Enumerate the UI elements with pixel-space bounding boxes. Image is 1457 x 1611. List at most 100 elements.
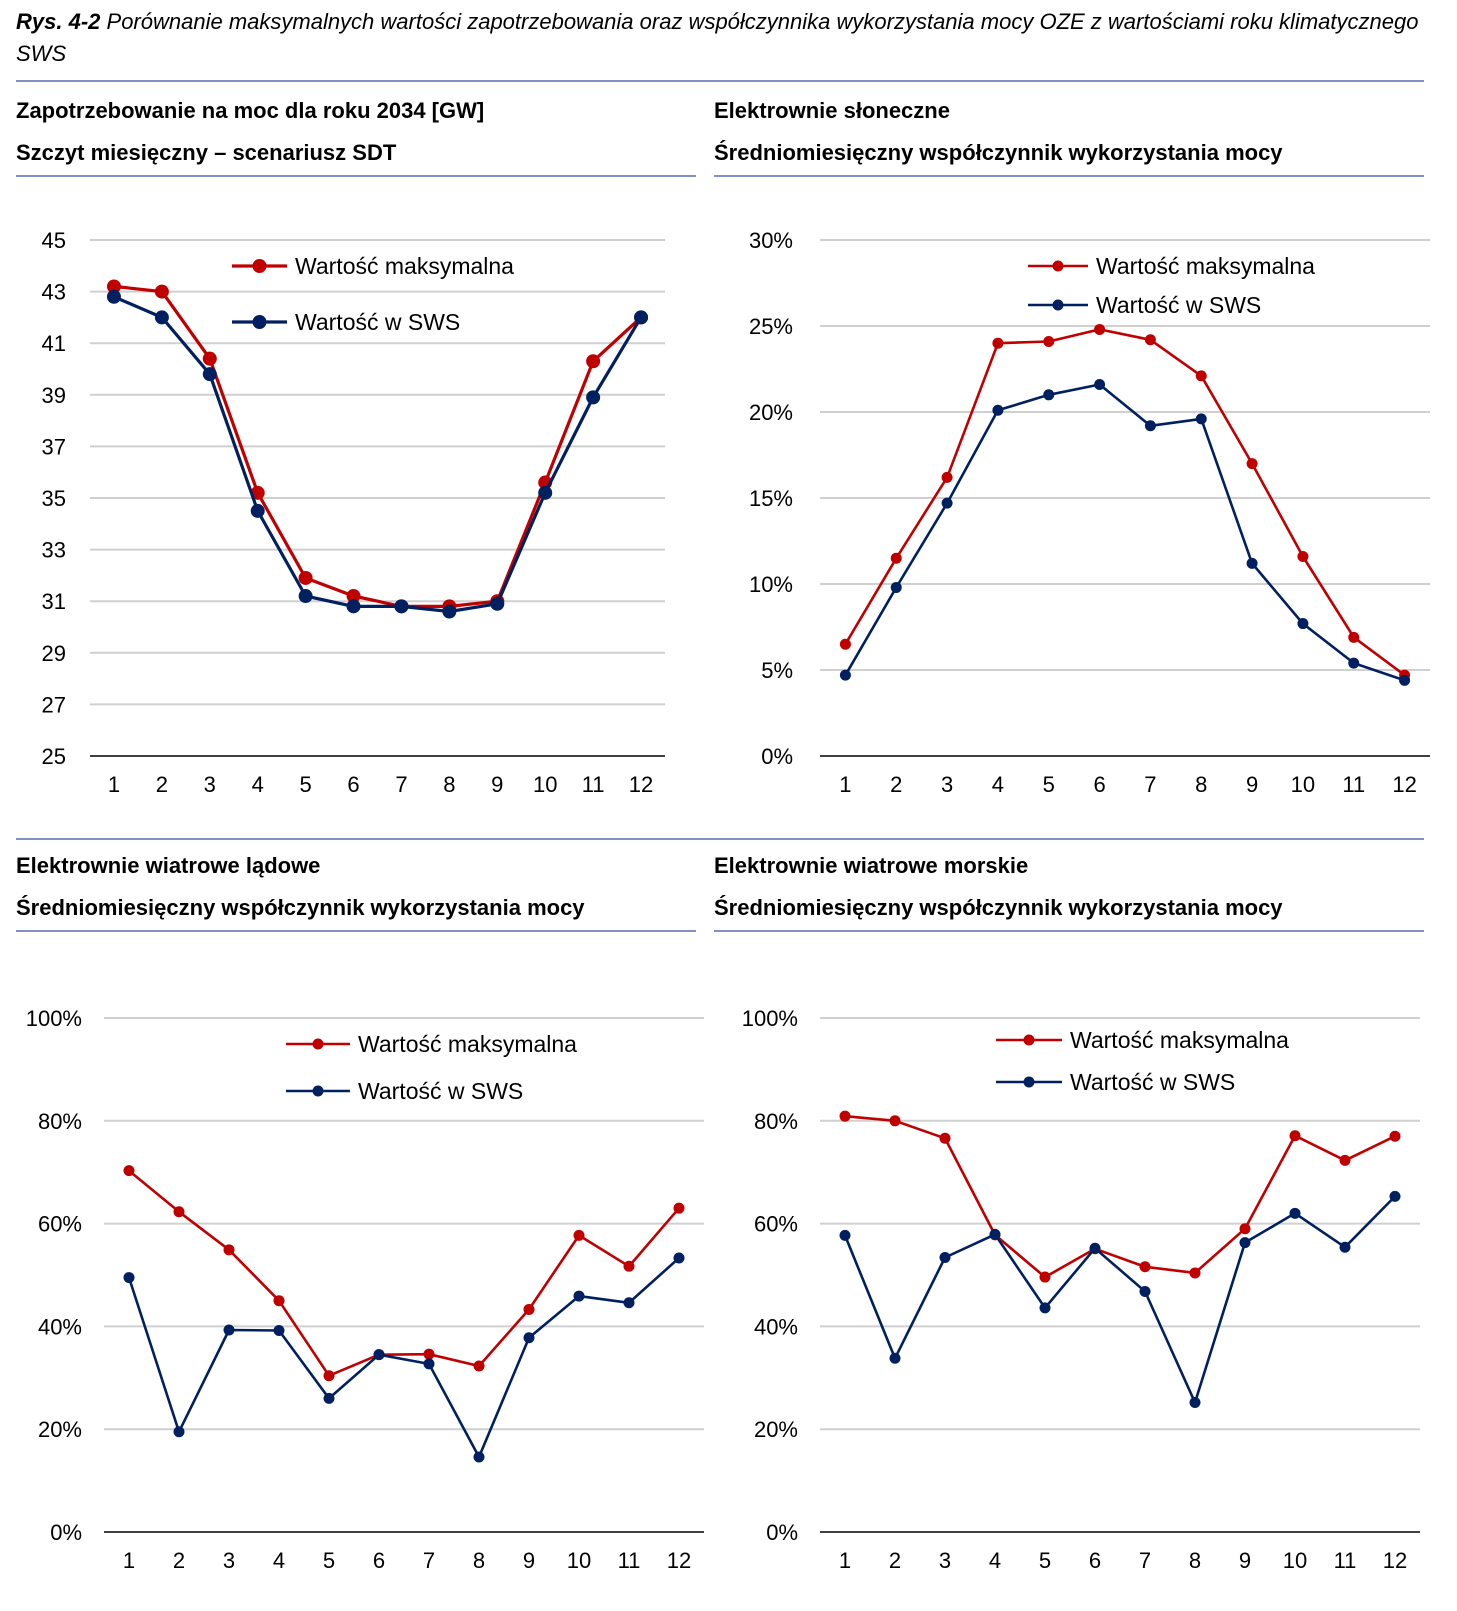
x-tick-label: 12 [1392, 772, 1416, 797]
series-line [844, 1114, 1396, 1279]
data-point [1297, 618, 1309, 630]
caption-text: Porównanie maksymalnych wartości zapotrz… [16, 9, 1419, 66]
data-point [154, 284, 169, 299]
y-tick-label: 31 [42, 589, 66, 614]
chart4-divider [714, 930, 1424, 932]
data-point [1189, 1396, 1201, 1408]
legend-marker [1023, 1076, 1035, 1088]
y-tick-label: 33 [42, 538, 66, 563]
chart2-divider [714, 175, 1424, 177]
legend-marker [252, 259, 267, 273]
data-point [623, 1260, 635, 1272]
x-tick-label: 4 [992, 772, 1004, 797]
y-tick-label: 0% [761, 744, 793, 769]
data-point [154, 310, 169, 325]
y-tick-label: 20% [38, 1417, 82, 1442]
data-point [1043, 335, 1055, 347]
series-line [113, 284, 643, 609]
x-tick-label: 2 [173, 1548, 185, 1573]
data-point [423, 1348, 435, 1360]
legend-label: Wartość w SWS [295, 309, 460, 335]
legend-marker [1052, 299, 1064, 311]
x-tick-label: 5 [300, 772, 312, 797]
data-point [323, 1370, 335, 1382]
x-tick-label: 4 [273, 1548, 285, 1573]
chart2-title: Elektrownie słoneczne [714, 98, 950, 123]
data-point [202, 367, 217, 382]
x-tick-label: 10 [1283, 1548, 1307, 1573]
series-line [128, 1169, 680, 1377]
data-point [123, 1272, 135, 1284]
series-line [844, 383, 1406, 682]
data-point [890, 581, 902, 593]
data-point [1289, 1207, 1301, 1219]
chart4-subtitle: Średniomiesięczny współczynnik wykorzyst… [714, 895, 1283, 920]
data-point [1339, 1241, 1351, 1253]
y-tick-label: 41 [42, 331, 66, 356]
legend-label: Wartość w SWS [1096, 292, 1261, 318]
chart4-title: Elektrownie wiatrowe morskie [714, 853, 1029, 878]
data-point [1039, 1302, 1051, 1314]
y-tick-label: 0% [50, 1520, 82, 1545]
data-point [1348, 657, 1360, 669]
data-point [890, 552, 902, 564]
x-tick-label: 4 [252, 772, 264, 797]
y-tick-label: 10% [749, 572, 793, 597]
x-tick-label: 1 [839, 1548, 851, 1573]
data-point [586, 390, 601, 405]
data-point [1389, 1130, 1401, 1142]
data-point [1043, 389, 1055, 401]
data-point [423, 1358, 435, 1370]
data-point [1289, 1130, 1301, 1142]
y-tick-label: 45 [42, 228, 66, 253]
data-point [223, 1324, 235, 1336]
y-tick-label: 29 [42, 641, 66, 666]
chart1-title: Zapotrzebowanie na moc dla roku 2034 [GW… [16, 98, 485, 123]
data-point [273, 1295, 285, 1307]
y-tick-label: 100% [26, 1006, 82, 1031]
y-tick-label: 37 [42, 434, 66, 459]
x-tick-label: 11 [582, 772, 605, 797]
data-point [1189, 1267, 1201, 1279]
y-tick-label: 40% [38, 1314, 82, 1339]
data-point [1094, 323, 1106, 335]
data-point [473, 1360, 485, 1372]
x-tick-label: 5 [323, 1548, 335, 1573]
x-tick-label: 2 [156, 772, 168, 797]
x-tick-label: 2 [890, 772, 902, 797]
data-point [634, 310, 649, 325]
data-point [1144, 420, 1156, 432]
data-point [1246, 557, 1258, 569]
legend-label: Wartość maksymalna [295, 253, 514, 279]
data-point [473, 1451, 485, 1463]
data-point [1239, 1237, 1251, 1249]
x-tick-label: 7 [1144, 772, 1156, 797]
x-tick-label: 5 [1039, 1548, 1051, 1573]
data-point [490, 596, 505, 611]
legend-marker [312, 1038, 324, 1050]
y-tick-label: 27 [42, 692, 66, 717]
data-point [173, 1426, 185, 1438]
legend-label: Wartość w SWS [1070, 1069, 1235, 1095]
legend-label: Wartość maksymalna [358, 1031, 577, 1057]
caption-label: Rys. 4-2 [16, 9, 101, 34]
y-tick-label: 5% [761, 658, 793, 683]
data-point [939, 1132, 951, 1144]
x-tick-label: 5 [1043, 772, 1055, 797]
x-tick-label: 10 [533, 772, 557, 797]
data-point [323, 1392, 335, 1404]
data-point [1239, 1223, 1251, 1235]
data-point [346, 599, 361, 614]
y-tick-label: 15% [749, 486, 793, 511]
x-tick-label: 9 [1239, 1548, 1251, 1573]
data-point [523, 1303, 535, 1315]
data-point [939, 1252, 951, 1264]
y-tick-label: 0% [766, 1520, 798, 1545]
y-tick-label: 25 [42, 744, 66, 769]
data-point [839, 1229, 851, 1241]
x-tick-label: 10 [1291, 772, 1315, 797]
chart1-divider [16, 175, 696, 177]
data-point [1094, 378, 1106, 390]
